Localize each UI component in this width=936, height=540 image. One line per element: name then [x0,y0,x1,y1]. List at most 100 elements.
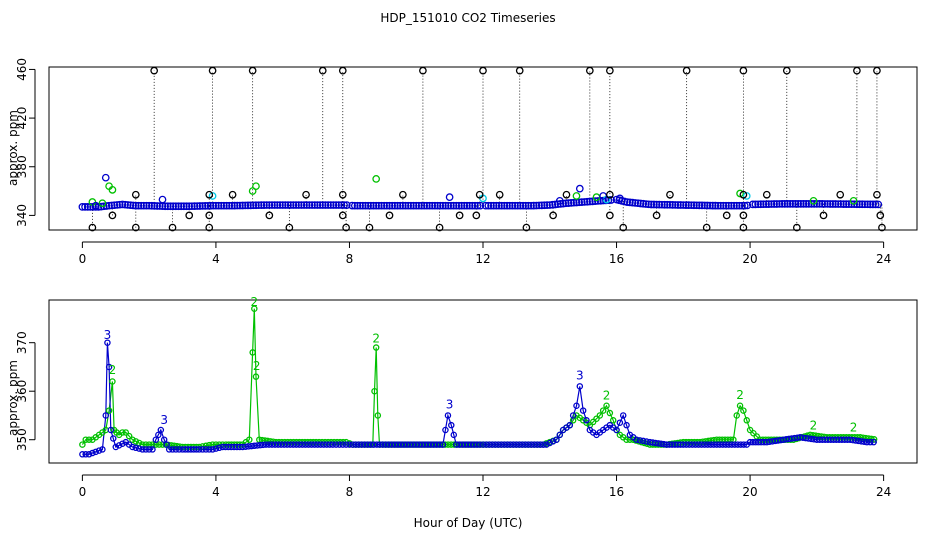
bottom-x-tick-label: 4 [212,485,220,499]
series-2-point [122,429,130,436]
top-blue-point [150,202,159,210]
series-2-point [85,436,93,443]
top-blue-point [834,200,843,208]
series-3-point [394,441,402,448]
top-blue-point [391,201,399,210]
series-2-point [249,349,256,356]
series-3-point [476,441,483,448]
series-3-point [495,441,502,448]
top-blue-point [636,199,645,208]
series-3-point [268,441,276,448]
series-2-point [736,402,744,410]
series-3-point [388,441,396,448]
series-3-point [358,441,366,448]
top-blue-point [831,200,840,208]
top-black-point [342,223,350,232]
top-blue-point [268,201,276,209]
top-black-point [479,66,487,75]
series-3-point [132,444,140,452]
top-blue-point [564,199,573,207]
series-3-point [639,437,647,445]
series-3-point [165,446,173,453]
top-blue-point [650,200,658,209]
top-blue-point [706,201,714,210]
top-blue-point [623,198,632,206]
top-blue-point [794,199,803,208]
series-3-point [112,443,120,451]
series-3-point [95,447,103,454]
series-3-point [85,451,93,458]
series-3-point [157,426,165,434]
top-blue-point [527,201,535,210]
top-blue-point [137,201,145,210]
top-blue-point [500,201,509,210]
top-panel: approx. ppm 0 4 8 12 16 20 24 340 380 420 460 [6,58,918,266]
top-blue-point [764,200,773,208]
series-3-point [346,441,353,448]
top-blue-point [537,201,546,210]
series-label: 2 [810,419,818,433]
bottom-x-tick-label: 24 [876,485,891,499]
top-blue-point [198,202,207,210]
top-blue-point [180,202,188,211]
top-black-point [782,66,791,75]
series-2-point [109,378,116,385]
top-blue-point [139,201,148,210]
series-2-point [79,441,86,448]
top-blue-point [358,201,367,210]
top-black-point [472,211,481,220]
top-blue-point [465,201,474,210]
top-blue-point [455,201,463,210]
top-black-point [739,211,748,220]
top-blue-point [332,201,340,209]
top-blue-point [118,200,127,209]
series-3-point [336,441,343,448]
series-3-point [731,441,738,448]
series-3-point [689,441,696,448]
top-blue-point [83,203,92,211]
top-axes: 0 4 8 12 16 20 24 340 380 420 460 [15,58,891,266]
top-black-point [495,190,504,199]
series-2-point [750,429,757,437]
series-3-point [339,441,347,448]
series-2-point [603,402,610,410]
series-3-point [492,441,499,448]
top-blue-point [190,202,199,210]
top-blue-point [383,201,391,210]
top-y-axis-label: approx. ppm [6,110,20,186]
top-blue-point [412,201,421,210]
series-3-point [734,441,741,448]
top-blue-point [281,201,290,209]
top-blue-point [751,200,760,209]
top-blue-point [265,201,274,209]
top-blue-point [209,201,218,210]
top-blue-point [842,200,851,208]
top-blue-point [452,201,461,210]
bottom-y-tick-label: 350 [15,428,29,451]
series-3-point [152,436,160,443]
top-blue-point [545,201,554,209]
top-blue-point [364,201,373,210]
top-blue-point [457,201,466,210]
series-3-point [379,441,387,448]
top-blue-point [503,201,511,210]
top-blue-point [147,201,156,210]
bottom-data-marks: 3 2 3 2 2 2 3 3 2 2 2 2 [79,295,878,458]
bottom-x-tick-label: 16 [609,485,624,499]
top-blue-point [201,202,210,210]
top-blue-point [695,201,704,210]
series-2-point [596,412,604,419]
top-blue-point [837,200,845,208]
series-3-point [253,442,261,449]
top-blue-point [551,200,559,209]
top-blue-point [153,202,162,210]
top-blue-point [129,201,137,210]
top-cyan-point [208,192,217,200]
series-3-point [283,441,291,448]
bottom-x-tick-label: 20 [742,485,757,499]
series-2-point [753,433,761,440]
top-x-tick-label: 16 [609,252,624,266]
top-blue-point [401,201,410,210]
series-3-point [498,441,505,448]
series-3-point [424,441,432,448]
